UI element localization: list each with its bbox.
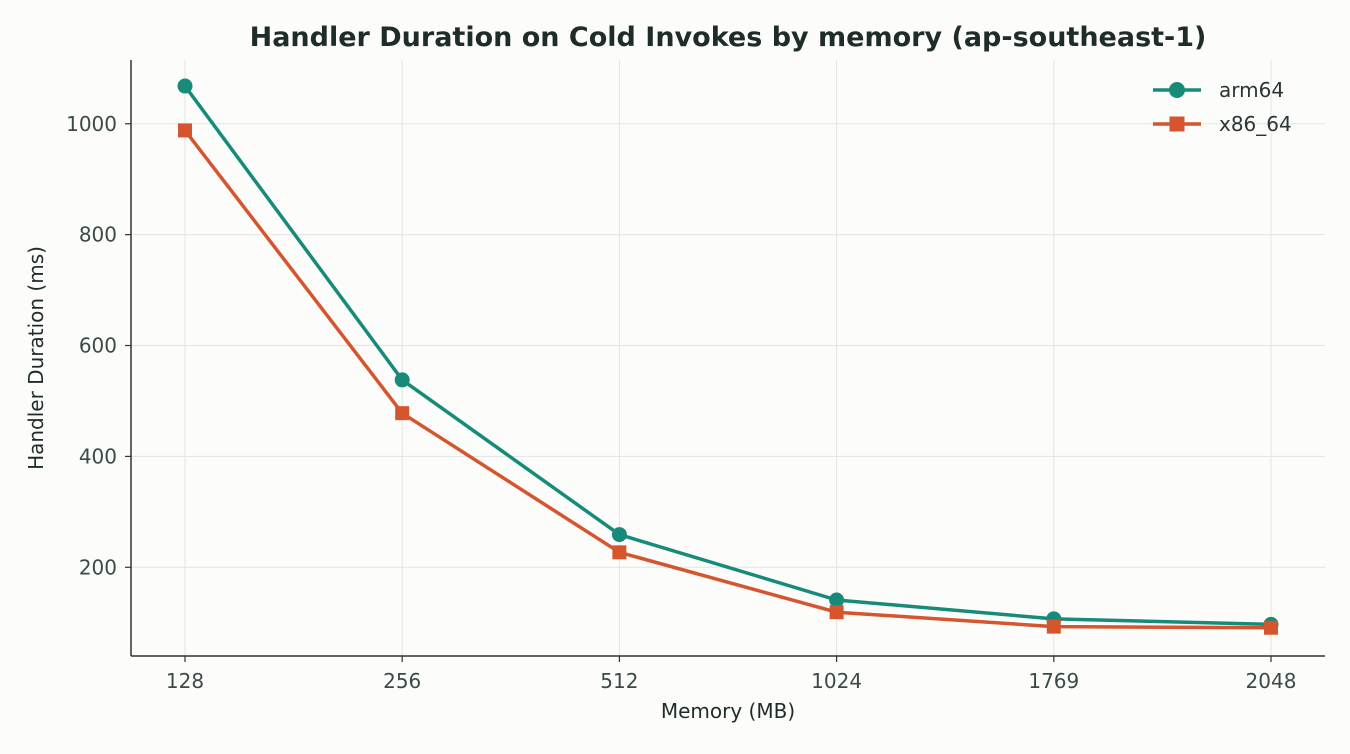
x-tick-label: 128 xyxy=(166,669,204,693)
data-point-x86_64 xyxy=(178,123,192,138)
x-tick-label: 2048 xyxy=(1246,669,1297,693)
x-axis-label: Memory (MB) xyxy=(661,699,795,723)
x-tick-label: 1024 xyxy=(811,669,862,693)
legend: arm64 x86_64 xyxy=(1153,78,1292,136)
grid-lines xyxy=(131,60,1325,656)
y-tick-label: 1000 xyxy=(66,112,117,136)
x-tick-label: 256 xyxy=(383,669,421,693)
series-lines xyxy=(177,78,1279,635)
data-point-arm64 xyxy=(177,78,193,94)
y-tick-label: 400 xyxy=(79,444,117,468)
data-point-x86_64 xyxy=(612,545,627,560)
data-point-arm64 xyxy=(394,372,410,388)
data-point-arm64 xyxy=(829,592,845,608)
x-tick-label: 512 xyxy=(600,669,638,693)
x-tick-label: 1769 xyxy=(1028,669,1079,693)
data-point-x86_64 xyxy=(1264,620,1278,635)
data-point-x86_64 xyxy=(829,605,844,620)
axis-ticks: 128 256 512 1024 1769 2048 200 400 600 800 1000 xyxy=(66,112,1296,693)
y-tick-label: 200 xyxy=(79,555,117,579)
data-point-x86_64 xyxy=(1046,619,1061,634)
y-tick-label: 600 xyxy=(79,334,117,358)
legend-marker-x86_64 xyxy=(1169,116,1185,132)
y-axis-label: Handler Duration (ms) xyxy=(24,246,48,470)
series-arm64-line xyxy=(183,85,1272,627)
series-arm64-group xyxy=(177,78,1279,632)
chart-title: Handler Duration on Cold Invokes by memo… xyxy=(250,22,1207,53)
y-tick-label: 800 xyxy=(79,223,117,247)
series-x86_64-group xyxy=(178,123,1278,635)
legend-label-arm64: arm64 xyxy=(1219,78,1284,102)
data-point-arm64 xyxy=(611,527,627,543)
legend-marker-arm64 xyxy=(1169,82,1185,98)
data-point-x86_64 xyxy=(395,406,410,421)
series-x86_64-line xyxy=(183,129,1272,630)
legend-label-x86_64: x86_64 xyxy=(1219,112,1292,136)
